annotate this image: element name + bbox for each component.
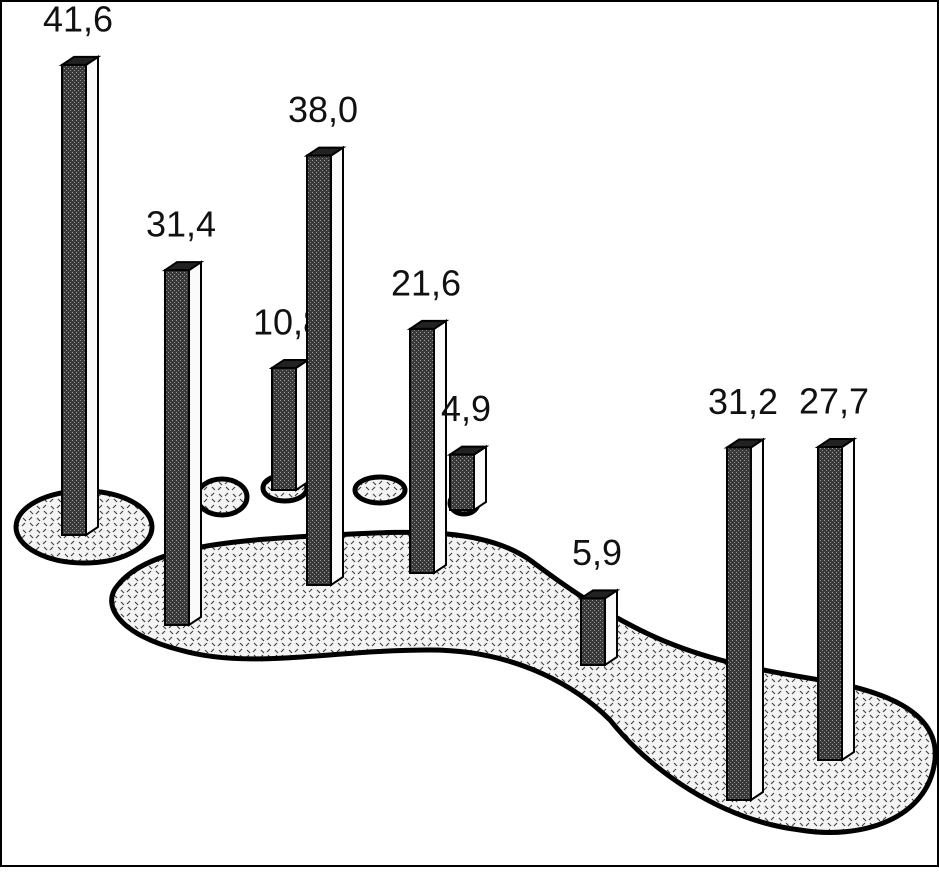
value-label: 27,7 — [799, 381, 869, 422]
value-label: 31,2 — [708, 381, 778, 422]
value-label: 41,6 — [43, 0, 113, 39]
region — [197, 479, 247, 515]
value-label: 4,9 — [441, 388, 491, 429]
bar — [818, 447, 842, 760]
bar — [727, 447, 751, 800]
bar-side — [751, 439, 763, 800]
bar — [307, 156, 331, 585]
value-label: 5,9 — [572, 532, 622, 573]
bar-side — [331, 148, 343, 585]
bar — [62, 65, 86, 535]
bar — [272, 368, 296, 490]
bar — [410, 329, 434, 573]
bar-side — [842, 439, 854, 760]
bar — [450, 455, 474, 510]
chart: 41,631,410,838,021,64,95,931,227,7 — [0, 0, 939, 867]
bar-side — [605, 590, 617, 665]
bar — [581, 598, 605, 665]
bar — [165, 270, 189, 625]
bar-side — [474, 447, 486, 510]
value-label: 38,0 — [288, 89, 358, 130]
bar-side — [86, 57, 98, 535]
bar-side — [189, 262, 201, 625]
value-label: 31,4 — [146, 204, 216, 245]
region — [355, 477, 405, 503]
value-label: 21,6 — [391, 262, 461, 303]
bar-side — [434, 321, 446, 573]
